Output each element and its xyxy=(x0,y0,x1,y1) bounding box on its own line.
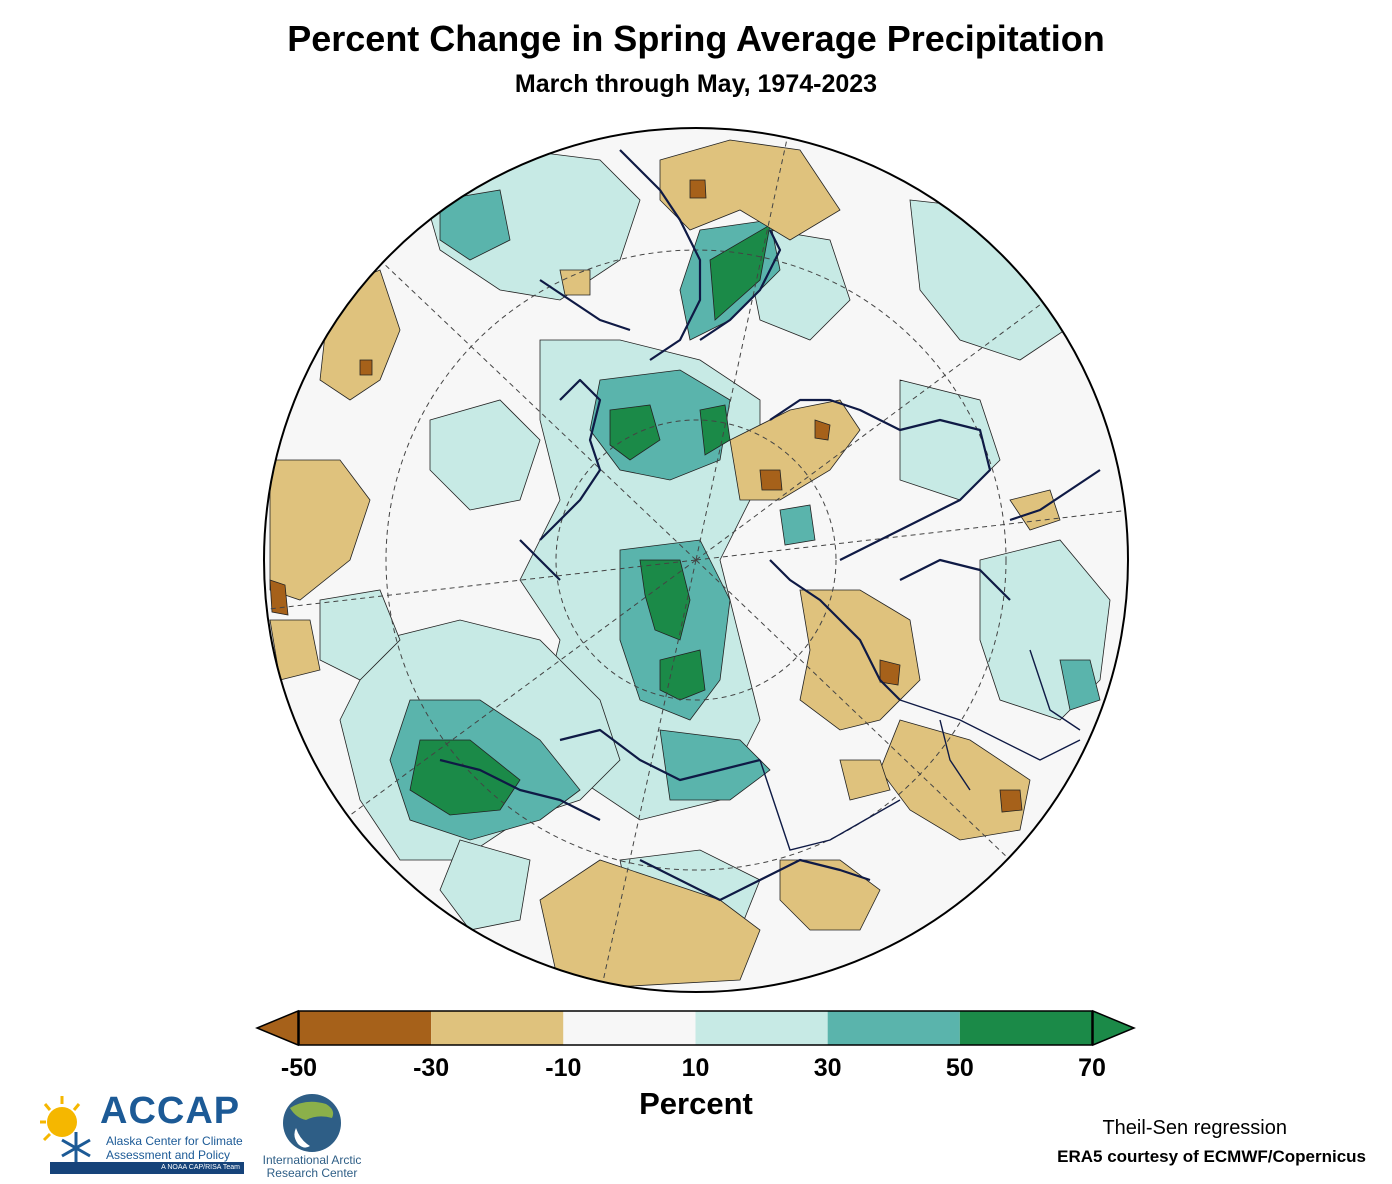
colorbar-title: Percent xyxy=(639,1086,753,1121)
neg-30-50-regions xyxy=(269,179,1023,813)
method-credit: Theil-Sen regression xyxy=(1102,1117,1287,1139)
colorbar-tick-label: -10 xyxy=(545,1054,582,1082)
accap-line2: Assessment and Policy xyxy=(106,1148,231,1162)
pos-50-70-regions xyxy=(409,224,771,816)
iarc-line1: International Arctic xyxy=(262,1153,362,1167)
map-field xyxy=(264,128,1128,992)
map-boundary xyxy=(263,127,1129,993)
iarc-logo: International Arctic Research Center xyxy=(262,1092,362,1182)
colorbar-extend-high xyxy=(1092,1009,1136,1047)
colorbar-bin xyxy=(827,1011,960,1045)
colorbar-bin xyxy=(299,1011,432,1045)
colorbar-bin xyxy=(431,1011,564,1045)
accap-tagline: A NOAA CAP/RISA Team xyxy=(50,1162,244,1174)
colorbar-tick-label: 30 xyxy=(813,1054,842,1082)
globe-icon xyxy=(283,1094,341,1152)
colorbar-extend-low xyxy=(255,1009,299,1047)
iarc-line2: Research Center xyxy=(266,1166,358,1180)
coastlines xyxy=(439,149,1101,902)
colorbar-tick-label: -30 xyxy=(413,1054,450,1082)
colorbar-tick-label: 50 xyxy=(945,1054,974,1082)
colorbar-tick-label: -50 xyxy=(280,1054,318,1082)
colorbar-bin xyxy=(959,1011,1092,1045)
colorbar-frame xyxy=(298,1010,1093,1046)
borders xyxy=(759,649,1081,851)
colorbar-tick-label: 10 xyxy=(681,1054,710,1082)
accap-name: ACCAP xyxy=(100,1090,241,1132)
chart-subtitle: March through May, 1974-2023 xyxy=(514,70,878,98)
sun-snowflake-icon xyxy=(40,1096,91,1164)
colorbar-bin xyxy=(695,1011,828,1045)
colorbar-tick-label: 70 xyxy=(1078,1054,1106,1082)
neg-10-30-regions xyxy=(269,139,1061,991)
accap-logo: ACCAP Alaska Center for Climate Assessme… xyxy=(36,1090,251,1176)
chart-title: Percent Change in Spring Average Precipi… xyxy=(287,18,1105,59)
colorbar-bin xyxy=(563,1011,696,1045)
graticule xyxy=(264,128,1128,992)
accap-line1: Alaska Center for Climate xyxy=(106,1134,243,1148)
data-source-credit: ERA5 courtesy of ECMWF/Copernicus xyxy=(1057,1147,1366,1166)
